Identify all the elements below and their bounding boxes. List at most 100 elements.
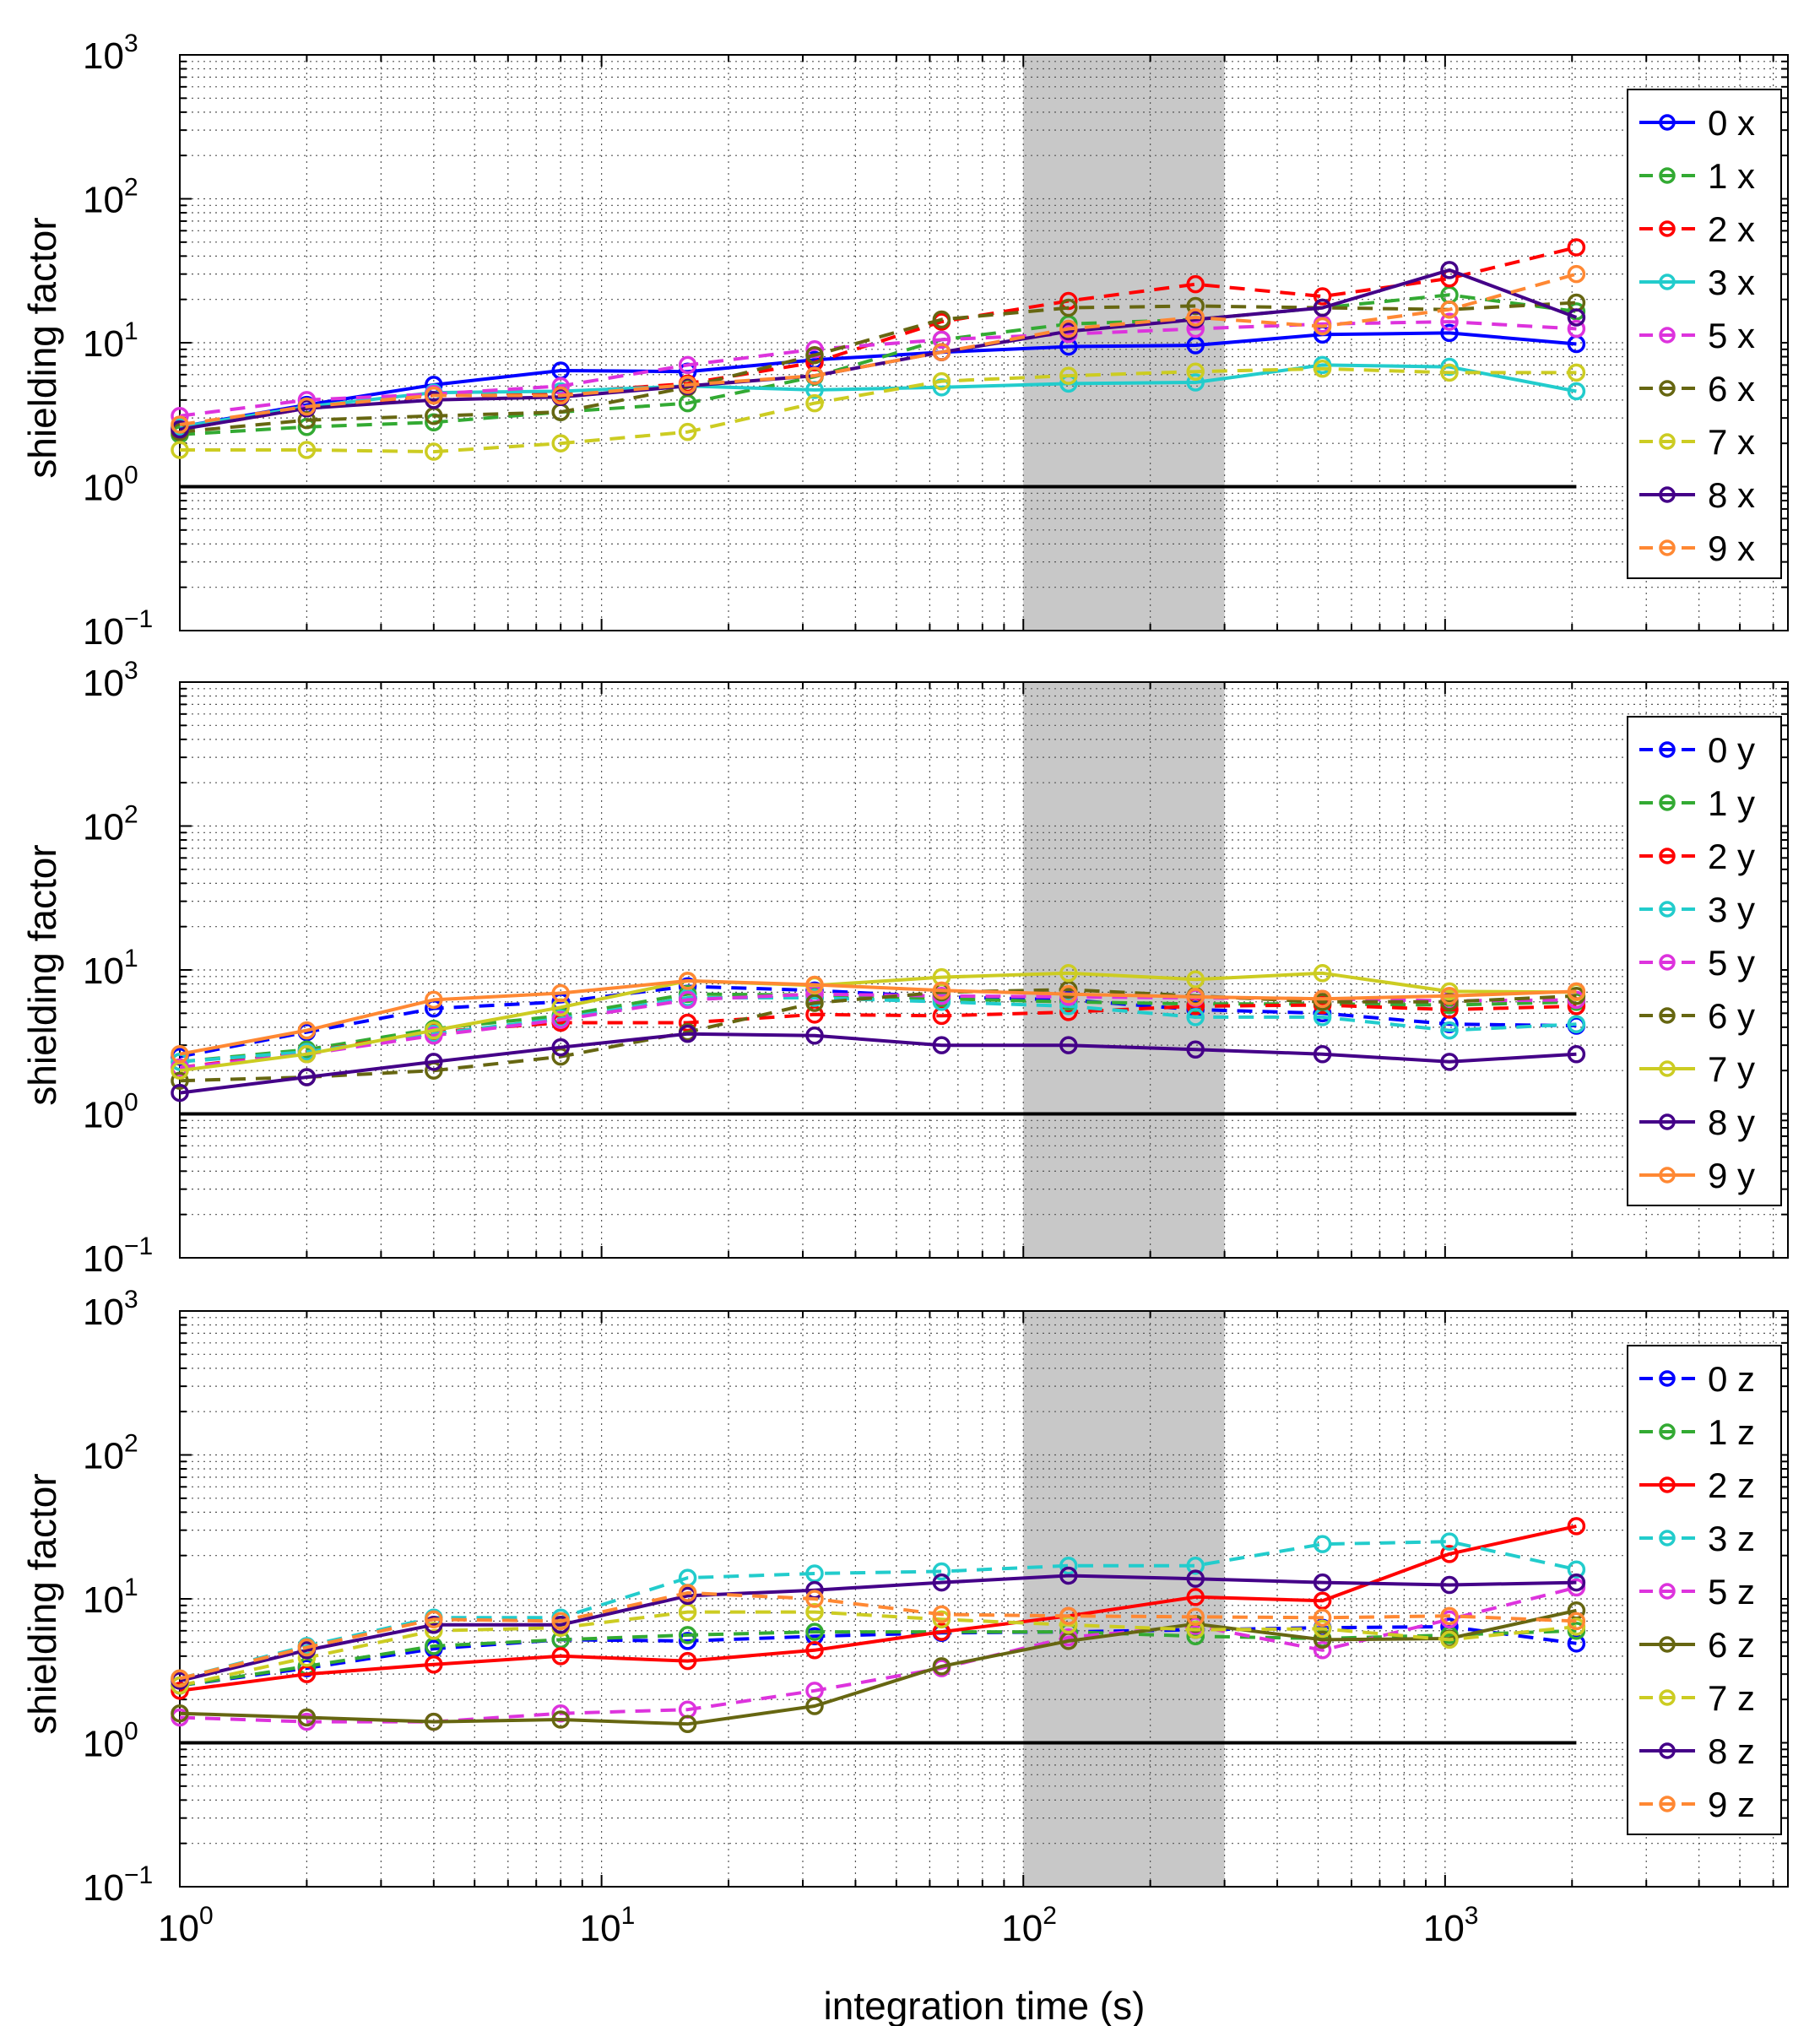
data-point bbox=[1059, 366, 1078, 385]
data-point bbox=[1440, 1053, 1459, 1071]
ticks bbox=[179, 681, 1788, 1259]
data-point bbox=[551, 434, 570, 452]
series-line bbox=[179, 1524, 1577, 1693]
y-tick-label: 101 bbox=[83, 1574, 138, 1621]
legend-label: 3 z bbox=[1708, 1519, 1755, 1558]
data-point bbox=[1313, 1630, 1332, 1650]
data-point bbox=[805, 1602, 824, 1622]
y-tick-label: 10−1 bbox=[83, 1861, 153, 1909]
series-line bbox=[179, 1032, 1577, 1095]
data-point bbox=[1059, 298, 1078, 317]
y-tick-label: 102 bbox=[83, 1430, 138, 1477]
data-point bbox=[297, 1708, 317, 1727]
data-point bbox=[805, 1641, 824, 1660]
series-9-x bbox=[171, 264, 1586, 434]
legend-marker bbox=[1659, 901, 1676, 918]
series-7-x bbox=[171, 360, 1586, 461]
x-tick-label: 100 bbox=[158, 1902, 214, 1949]
legend: 0 x 1 x 2 x 3 x 5 x 6 x 7 x 8 x 9 x bbox=[1627, 89, 1782, 579]
data-point bbox=[425, 1655, 443, 1674]
data-point bbox=[1567, 1044, 1586, 1064]
legend-label: 2 x bbox=[1708, 209, 1755, 249]
data-point bbox=[551, 1612, 570, 1631]
data-point bbox=[425, 1616, 443, 1634]
legend-marker bbox=[1659, 1689, 1676, 1706]
data-point bbox=[1186, 1008, 1205, 1027]
data-point bbox=[1567, 1517, 1586, 1536]
data-point bbox=[1567, 1634, 1586, 1653]
data-point bbox=[551, 1037, 570, 1057]
data-point bbox=[1567, 264, 1586, 284]
data-point bbox=[1440, 261, 1459, 279]
legend-label: 5 y bbox=[1708, 943, 1755, 983]
data-point bbox=[678, 1626, 697, 1644]
legend-label: 9 x bbox=[1708, 528, 1755, 568]
series-line bbox=[179, 984, 1577, 1059]
data-point bbox=[1059, 964, 1078, 983]
legend-marker bbox=[1659, 486, 1676, 503]
legend-marker bbox=[1659, 1113, 1676, 1130]
data-point bbox=[805, 975, 824, 994]
series-line bbox=[179, 301, 1577, 434]
series-line bbox=[179, 293, 1577, 436]
data-point bbox=[1313, 964, 1332, 983]
legend-marker bbox=[1659, 848, 1676, 864]
legend-marker bbox=[1659, 1060, 1676, 1077]
data-point bbox=[1186, 988, 1205, 1006]
data-point bbox=[551, 1710, 570, 1729]
data-point bbox=[171, 1704, 189, 1723]
data-point bbox=[1313, 317, 1332, 336]
data-point bbox=[932, 371, 951, 391]
data-point bbox=[1059, 1606, 1078, 1626]
ticks bbox=[179, 1310, 1788, 1888]
series-line bbox=[179, 1625, 1577, 1687]
legend-label: 3 x bbox=[1708, 263, 1755, 302]
data-point bbox=[551, 376, 570, 396]
data-point bbox=[932, 1562, 951, 1581]
data-point bbox=[1567, 363, 1586, 382]
legend-box bbox=[1627, 1345, 1782, 1835]
data-point bbox=[1313, 1573, 1332, 1592]
series-line bbox=[179, 331, 1577, 429]
data-point bbox=[1059, 319, 1078, 339]
y-tick-label: 103 bbox=[83, 1286, 138, 1333]
data-point bbox=[1313, 1591, 1332, 1611]
grid bbox=[179, 1311, 1788, 1887]
data-point bbox=[678, 376, 697, 394]
data-point bbox=[1440, 1606, 1459, 1626]
data-point bbox=[1313, 298, 1332, 317]
legend-marker bbox=[1659, 1423, 1676, 1440]
y-axis-label: shielding factor bbox=[20, 844, 64, 1105]
legend-label: 7 z bbox=[1708, 1678, 1755, 1718]
data-point bbox=[678, 1632, 697, 1650]
y-tick-label: 103 bbox=[83, 30, 138, 77]
data-point bbox=[1186, 373, 1205, 392]
series-line bbox=[179, 971, 1577, 1073]
data-point bbox=[1313, 989, 1332, 1008]
data-point bbox=[171, 1044, 189, 1064]
legend-box bbox=[1627, 716, 1782, 1206]
legend-label: 7 y bbox=[1708, 1049, 1755, 1089]
data-point bbox=[1567, 1015, 1586, 1033]
data-point bbox=[678, 355, 697, 375]
data-point bbox=[171, 1669, 189, 1688]
legend-label: 0 z bbox=[1708, 1359, 1755, 1399]
y-axis-label: shielding factor bbox=[20, 217, 64, 478]
y-tick-label: 10−1 bbox=[83, 1232, 153, 1280]
data-point bbox=[932, 1605, 951, 1624]
data-point bbox=[551, 983, 570, 1003]
data-point bbox=[425, 1026, 443, 1045]
legend-marker bbox=[1659, 1167, 1676, 1184]
y-tick-label: 103 bbox=[83, 657, 138, 704]
data-point bbox=[425, 1021, 443, 1040]
data-point bbox=[678, 422, 697, 441]
y-axis-label: shielding factor bbox=[20, 1473, 64, 1734]
legend-label: 9 z bbox=[1708, 1785, 1755, 1824]
data-point bbox=[297, 441, 317, 459]
legend-marker bbox=[1659, 1636, 1676, 1653]
series-line bbox=[179, 272, 1577, 426]
data-point bbox=[171, 415, 189, 434]
y-tick-label: 10−1 bbox=[83, 605, 153, 653]
data-point bbox=[1440, 363, 1459, 382]
data-point bbox=[297, 1021, 317, 1040]
